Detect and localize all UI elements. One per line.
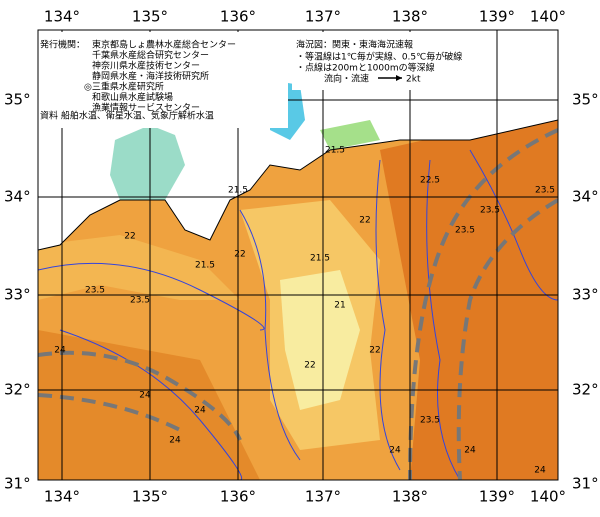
isotherm-label: 24 [389,446,401,456]
agency: 漁業情報サービスセンター [92,102,200,114]
map-frame [37,29,559,481]
note: ・点線は200mと1000mの等深線 [296,62,435,74]
warm-water [38,330,260,480]
isotherm-label: 23.5 [420,416,440,426]
latitude-label: 33° [4,286,31,304]
source: 資料 船舶水温、衛星水温、気象庁解析水温 [40,110,214,122]
longitude-label: 140° [530,8,566,26]
isotherm-label: 21.5 [195,261,215,271]
isotherm-label: 22 [234,250,245,260]
latitude-label: 34° [572,188,599,206]
isotherm-label: 21.5 [310,254,330,264]
agency: ◎三重県水産研究所 [84,81,164,93]
latitude-label: 31° [572,475,599,493]
isotherm-label: 24 [534,466,546,476]
current-scale: 2kt [406,75,421,85]
note: ・等温線は1℃毎が実線、0.5℃毎が破線 [296,51,462,63]
agency: 神奈川県水産技術センター [92,60,200,72]
latitude-label: 34° [4,188,31,206]
graticule [38,30,558,480]
cool-water [38,235,240,300]
isotherm-label: 24 [139,391,151,401]
agencies-label: 発行機関： [40,39,85,51]
longitude-label: 138° [392,8,428,26]
longitude-label: 140° [530,488,566,506]
legend-box [38,32,288,128]
isotherm-label: 22 [369,346,380,356]
isotherm-label: 23.5 [130,296,150,306]
isotherms [38,149,558,480]
current-arrow-head [396,75,402,81]
isotherm-label: 23.5 [85,286,105,296]
coastline [38,119,558,251]
kuroshio-axis [38,128,558,480]
isotherm-label: 24 [54,346,66,356]
longitude-label: 136° [220,8,256,26]
map-body [38,30,558,480]
isotherm-label: 24 [464,446,476,456]
longitude-label: 136° [220,488,256,506]
isotherm-label: 23.5 [455,226,475,236]
cool-water [280,270,360,410]
isotherm-label: 21.5 [325,146,345,156]
longitude-label: 134° [44,8,80,26]
isotherm-label: 21.5 [228,186,248,196]
agency: 千葉県水産総合研究センター [92,49,209,61]
latitude-label: 31° [4,475,31,493]
latitude-label: 35° [4,91,31,109]
bay [110,125,185,200]
longitude-label: 138° [392,488,428,506]
longitude-label: 139° [479,8,515,26]
longitude-label: 135° [132,8,168,26]
current-label: 流向・流速 [324,73,369,85]
longitude-label: 137° [305,488,341,506]
legend-box [292,32,442,90]
isotherm-label: 23.5 [480,206,500,216]
isotherm-label: 22 [359,216,370,226]
longitude-label: 139° [479,488,515,506]
latitude-label: 32° [572,381,599,399]
agency: 静岡県水産・海洋技術研究所 [92,70,209,82]
longitude-label: 137° [305,8,341,26]
latitude-label: 35° [572,91,599,109]
latitude-label: 33° [572,286,599,304]
isotherm-label: 21 [334,301,345,311]
agency: 和歌山県水産試験場 [92,91,173,103]
agency: 東京都島しょ農林水産総合センター [92,39,236,51]
isotherm-label: 22 [304,361,315,371]
isotherm-label: 23.5 [535,186,555,196]
bay [320,120,380,150]
isotherm-label: 24 [169,436,181,446]
isotherm-label: 22.5 [420,176,440,186]
isotherm-label: 22 [124,232,135,242]
longitude-label: 135° [132,488,168,506]
longitude-label: 134° [44,488,80,506]
isotherm-label: 24 [194,406,206,416]
chart-name: 海況図：関東・東海海況速報 [296,39,413,51]
latitude-label: 32° [4,381,31,399]
